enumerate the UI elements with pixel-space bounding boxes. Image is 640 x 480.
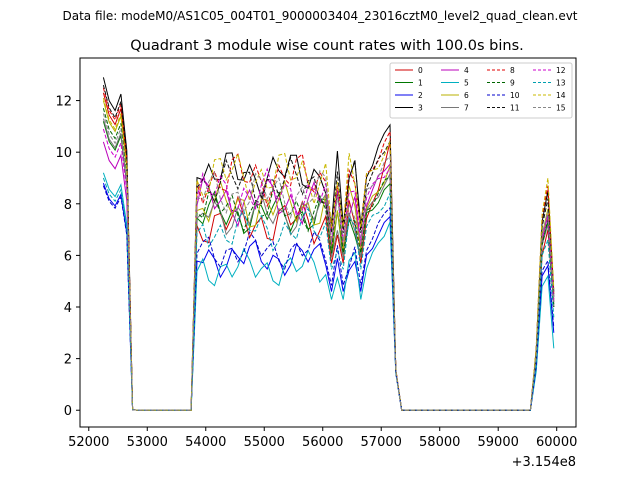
x-tick-label: 56000 [302,435,343,450]
legend-label-10: 10 [510,91,520,100]
legend-label-8: 8 [510,66,515,75]
x-tick-label: 55000 [244,435,285,450]
chart-title: Quadrant 3 module wise count rates with … [130,38,524,54]
x-tick-label: 54000 [185,435,226,450]
legend-label-14: 14 [556,91,566,100]
y-tick-label: 6 [64,249,72,264]
plot-lines [102,77,555,411]
x-tick-label: 58000 [419,435,460,450]
legend-label-0: 0 [418,66,423,75]
y-tick-label: 10 [55,146,72,161]
series-line-0 [102,92,555,411]
x-axis: 52000 53000 54000 55000 56000 57000 58000 59000… [68,427,577,450]
y-tick-label: 2 [64,353,72,368]
y-axis: 0 2 4 6 8 10 12 [55,95,80,419]
axes-frame [79,57,577,428]
legend-label-1: 1 [418,79,423,88]
series-line-7 [102,118,555,411]
legend-label-2: 2 [418,91,423,100]
legend-box [389,62,573,119]
y-tick-label: 4 [64,301,72,316]
x-tick-label: 57000 [361,435,402,450]
legend-label-9: 9 [510,79,515,88]
legend-label-12: 12 [556,66,566,75]
legend-label-7: 7 [464,104,469,113]
x-tick-label: 59000 [478,435,519,450]
legend-label-6: 6 [464,91,469,100]
series-line-9 [102,108,555,411]
legend-label-15: 15 [556,104,566,113]
x-tick-label: 53000 [127,435,168,450]
legend-label-4: 4 [464,66,469,75]
series-line-12 [102,128,555,411]
legend-label-3: 3 [418,104,423,113]
series-line-1 [102,121,555,411]
series-line-15 [102,113,555,411]
x-tick-label: 60000 [536,435,577,450]
x-tick-label: 52000 [68,435,109,450]
x-offset-label: +3.154e8 [512,455,576,470]
y-tick-label: 8 [64,198,72,213]
series-line-14 [102,97,555,411]
legend-label-5: 5 [464,79,469,88]
legend-label-11: 11 [510,104,520,113]
y-tick-label: 12 [55,95,72,110]
y-tick-label: 0 [64,404,72,419]
chart-suptitle: Data file: modeM0/AS1C05_004T01_90000034… [62,9,577,23]
series-line-6 [102,100,555,411]
legend-label-13: 13 [556,79,566,88]
